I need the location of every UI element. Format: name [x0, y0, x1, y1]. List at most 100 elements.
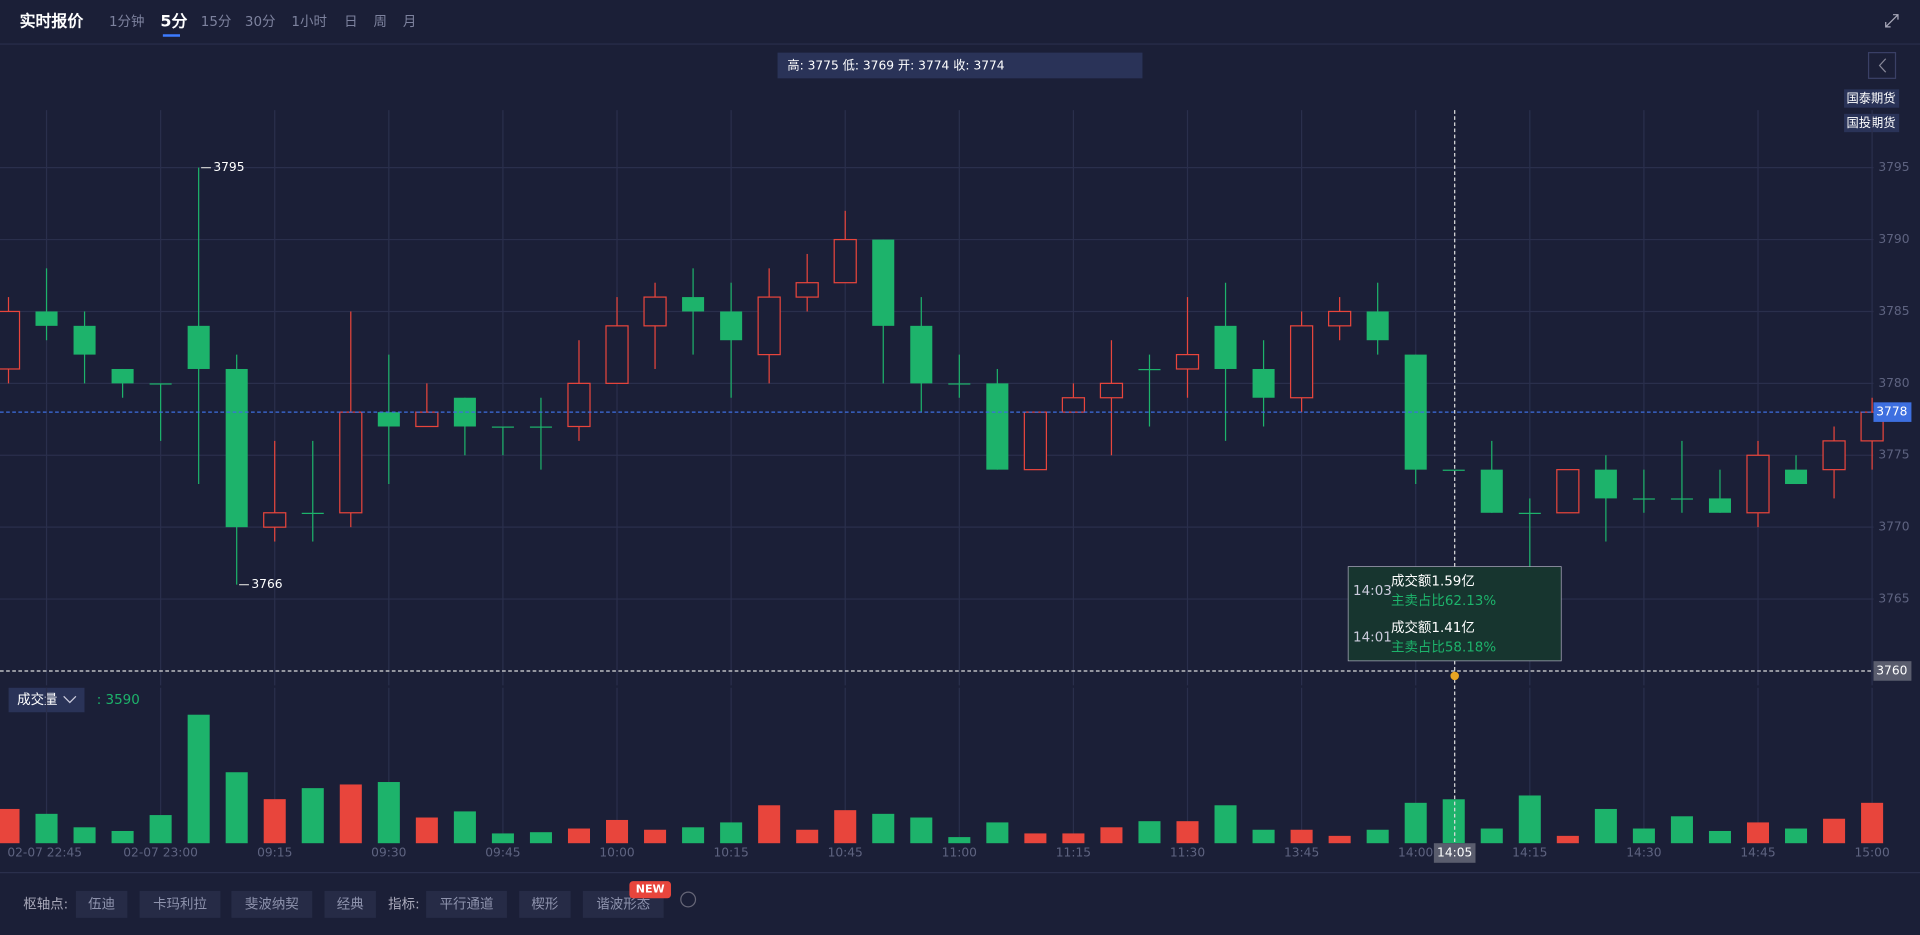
- timeframe-tab[interactable]: 30分: [245, 14, 276, 30]
- max-label: 3795: [213, 160, 244, 174]
- y-tick-label: 3775: [1878, 448, 1909, 462]
- collapse-icon[interactable]: [1885, 14, 1899, 28]
- volume-bar: [453, 811, 476, 844]
- candle-body: [0, 310, 21, 370]
- candle-body: [1099, 382, 1124, 399]
- x-tick-label: 15:00: [1854, 846, 1889, 860]
- volume-bar: [1062, 833, 1085, 844]
- candle-body: [757, 296, 781, 356]
- volume-bar: [1442, 799, 1465, 844]
- candle-body: [73, 325, 96, 355]
- toolbar-button[interactable]: [519, 890, 571, 918]
- timeframe-tab[interactable]: 日: [344, 15, 357, 30]
- tooltip: [1347, 566, 1562, 662]
- toolbar-button-label: 卡玛利拉: [153, 896, 207, 912]
- volume-bar: [35, 813, 58, 844]
- candle-body: [605, 325, 629, 384]
- candle-body: [225, 368, 248, 528]
- volume-bar: [758, 805, 781, 844]
- volume-bar: [1594, 808, 1617, 844]
- candle-body: [491, 426, 514, 428]
- volume-bar: [1670, 816, 1693, 844]
- candle-body: [1785, 469, 1808, 485]
- volume-bar: [491, 833, 514, 844]
- candle-body: [1632, 498, 1655, 500]
- volume-bar: [1214, 805, 1237, 844]
- volume-bar: [1480, 828, 1503, 844]
- toolbar-button[interactable]: [231, 890, 313, 918]
- timeframe-tab[interactable]: 周: [373, 15, 386, 30]
- volume-bar: [1290, 829, 1313, 844]
- candle-body: [149, 383, 172, 385]
- toolbar-button-label: 伍迪: [88, 896, 115, 912]
- y-tick-label: 3780: [1878, 376, 1909, 390]
- candle-body: [567, 382, 591, 428]
- candle-body: [453, 397, 476, 427]
- volume-bar: [682, 827, 705, 844]
- volume-bar: [73, 827, 96, 844]
- candle-body: [1708, 498, 1731, 513]
- timeframe-tab[interactable]: 月: [403, 15, 416, 30]
- candle-body: [833, 238, 857, 284]
- toolbar-button-label: 经典: [337, 896, 364, 912]
- candle-body: [1822, 440, 1846, 471]
- x-tick-label: 09:45: [485, 846, 520, 860]
- candle-body: [910, 325, 933, 384]
- candle-body: [1594, 469, 1617, 499]
- ohlc-box: [777, 52, 1143, 79]
- toolbar-button-label: 谐波形态: [596, 896, 650, 912]
- candle-body: [643, 296, 667, 327]
- toolbar-button[interactable]: [75, 890, 128, 918]
- volume-bar: [301, 788, 324, 844]
- candle-body: [111, 368, 134, 384]
- volume-bar: [111, 830, 134, 844]
- volume-bar: [1632, 828, 1655, 844]
- toolbar-button[interactable]: [426, 890, 507, 918]
- last-price-label: 3778: [1876, 405, 1907, 419]
- candle-body: [1289, 325, 1314, 399]
- toolbar-button[interactable]: [324, 890, 376, 918]
- candle-body: [1252, 368, 1275, 398]
- candle-body: [682, 297, 705, 312]
- volume-bar: [225, 772, 248, 844]
- side-toggle[interactable]: [1867, 52, 1897, 79]
- volume-bar: [567, 828, 591, 844]
- volume-bar: [1823, 818, 1846, 844]
- y-tick-label: 3790: [1878, 232, 1909, 246]
- candle-body: [377, 412, 400, 427]
- timeframe-tab[interactable]: 1小时: [291, 14, 326, 30]
- x-tick-label: 11:30: [1170, 846, 1205, 860]
- volume-bar: [1518, 795, 1541, 844]
- y-tick-label: 3765: [1878, 592, 1909, 606]
- candle-body: [529, 426, 552, 428]
- volume-bar: [1252, 829, 1275, 844]
- timeframe-tab[interactable]: 15分: [201, 14, 232, 30]
- help-icon[interactable]: [680, 891, 697, 908]
- x-tick-label: 09:15: [257, 846, 292, 860]
- volume-bar: [606, 819, 629, 844]
- timeframe-tab[interactable]: 1分钟: [109, 13, 144, 30]
- new-badge: [629, 881, 672, 899]
- x-tick-label: 14:00: [1398, 846, 1433, 860]
- volume-bar: [986, 822, 1009, 844]
- x-tick-label: 14:15: [1512, 846, 1547, 860]
- toolbar-button[interactable]: [139, 890, 221, 918]
- volume-bar: [187, 714, 210, 844]
- volume-bar: [1708, 830, 1731, 844]
- broker-tag[interactable]: [1844, 89, 1900, 108]
- candle-body: [1328, 310, 1352, 327]
- volume-bar: [720, 822, 743, 844]
- crosshair-time-box: [1433, 843, 1476, 863]
- volume-bar: [872, 813, 895, 844]
- volume-bar: [1785, 828, 1808, 844]
- volume-bar: [796, 829, 819, 844]
- volume-bar: [1100, 827, 1123, 844]
- timeframe-tab[interactable]: 5分: [160, 12, 187, 31]
- candle-body: [415, 411, 439, 428]
- broker-name: 国泰期货: [1847, 91, 1896, 106]
- volume-bar: [1138, 821, 1161, 844]
- toolbar-button-label: 楔形: [531, 896, 558, 912]
